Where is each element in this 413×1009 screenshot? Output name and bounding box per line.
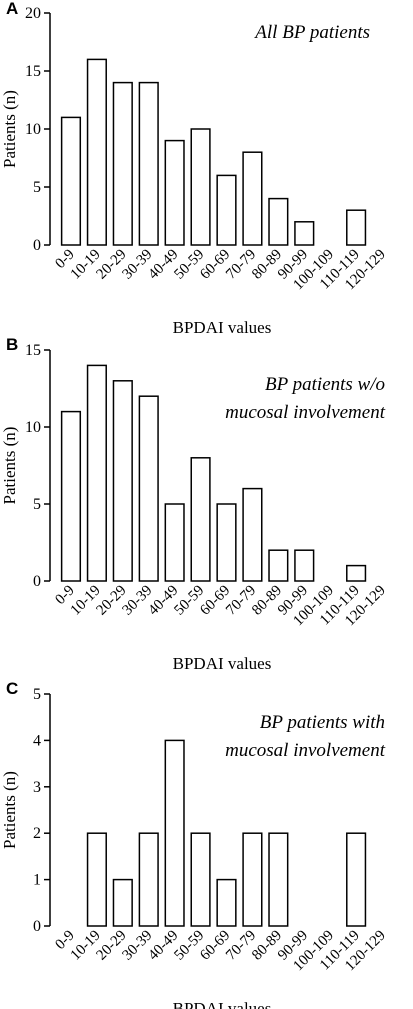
bar-110-119 <box>346 209 367 246</box>
bar-50-59 <box>190 832 211 927</box>
panel-annotation: All BP patients <box>253 22 370 43</box>
bar-90-99 <box>294 221 315 246</box>
y-tick-label: 15 <box>25 63 41 80</box>
y-axis-label: Patients (n) <box>0 427 19 505</box>
bar-40-49 <box>164 739 185 927</box>
bar-50-59 <box>190 457 211 582</box>
bar-50-59 <box>190 128 211 246</box>
bar-0-9 <box>60 410 82 582</box>
bar-70-79 <box>242 832 263 927</box>
bar-10-19 <box>86 364 107 582</box>
bar-10-19 <box>86 832 107 927</box>
y-tick-label: 10 <box>25 419 41 436</box>
bar-40-49 <box>164 503 185 582</box>
bar-30-39 <box>138 832 159 927</box>
x-axis-label: BPDAI values <box>173 654 272 673</box>
y-tick-label: 5 <box>33 496 41 513</box>
panel-letter: A <box>6 0 18 18</box>
panel-annotation: BP patients with <box>260 712 385 733</box>
y-tick-label: 3 <box>33 779 41 796</box>
bar-90-99 <box>294 549 315 582</box>
bar-80-89 <box>268 197 289 246</box>
y-tick-label: 0 <box>33 237 41 254</box>
y-tick-label: 0 <box>33 918 41 935</box>
bar-20-29 <box>112 81 133 246</box>
bar-60-69 <box>216 878 237 927</box>
bar-30-39 <box>138 395 159 582</box>
x-axis-label: BPDAI values <box>173 318 272 337</box>
bar-80-89 <box>268 832 289 927</box>
bar-70-79 <box>242 487 263 582</box>
bar-110-119 <box>346 832 367 927</box>
y-tick-label: 4 <box>33 732 41 749</box>
y-tick-label: 2 <box>33 825 41 842</box>
bar-20-29 <box>112 380 133 582</box>
panel-letter: C <box>6 679 18 698</box>
y-axis-label: Patients (n) <box>0 90 19 168</box>
y-axis-label: Patients (n) <box>0 771 19 849</box>
y-tick-label: 10 <box>25 121 41 138</box>
bar-0-9 <box>60 116 82 246</box>
bar-60-69 <box>216 503 237 582</box>
y-tick-label: 20 <box>25 5 41 22</box>
panel-annotation: mucosal involvement <box>225 740 386 761</box>
x-axis-label: BPDAI values <box>173 999 272 1009</box>
y-tick-label: 5 <box>33 179 41 196</box>
bar-20-29 <box>112 878 133 927</box>
bar-40-49 <box>164 139 185 246</box>
y-tick-label: 15 <box>25 342 41 359</box>
bar-110-119 <box>346 564 367 582</box>
panel-annotation: BP patients w/o <box>265 374 385 395</box>
bar-60-69 <box>216 174 237 246</box>
panel-letter: B <box>6 335 18 354</box>
panel-annotation: mucosal involvement <box>225 402 386 423</box>
bar-70-79 <box>242 151 263 246</box>
y-tick-label: 1 <box>33 872 41 889</box>
bar-30-39 <box>138 81 159 246</box>
y-tick-label: 5 <box>33 686 41 703</box>
bar-80-89 <box>268 549 289 582</box>
y-tick-label: 0 <box>33 573 41 590</box>
bar-10-19 <box>86 58 107 246</box>
